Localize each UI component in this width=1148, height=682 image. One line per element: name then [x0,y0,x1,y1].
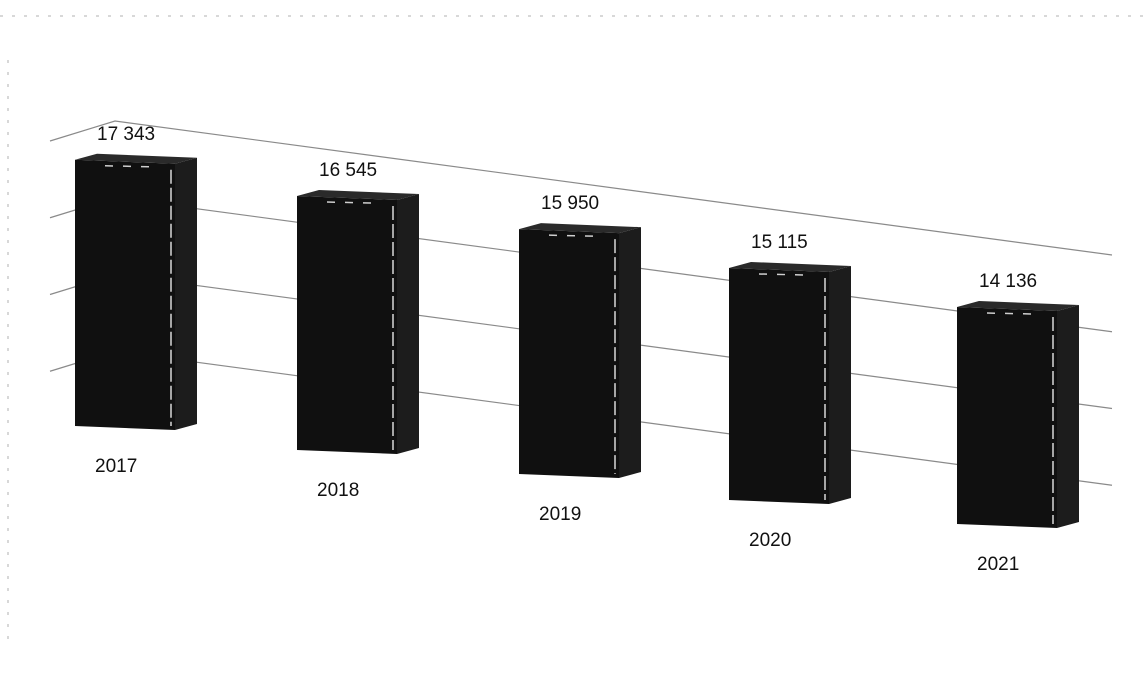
bar-side [1057,305,1079,528]
bar-top-highlight [758,273,805,276]
value-label-2019: 15 950 [541,193,599,214]
bar-top [957,301,1079,312]
value-label-2018: 16 545 [319,160,377,181]
bar-top-highlight [326,201,373,204]
bar-top [729,261,851,272]
bar-side [619,227,641,478]
category-labels: 2017 2018 2019 2020 2021 [95,456,1019,575]
gridline [49,120,1113,256]
bar-top [297,190,419,201]
bar-2018 [297,190,419,455]
category-label-2017: 2017 [95,456,137,477]
category-label-2019: 2019 [539,504,581,525]
value-label-2021: 14 136 [979,271,1037,292]
value-label-2017: 17 343 [97,124,155,145]
category-label-2021: 2021 [977,554,1019,575]
bar-front [75,159,175,430]
bar-top [519,223,641,234]
bar-front [957,307,1057,528]
bar-2017 [75,153,197,430]
bar-top [75,153,197,164]
value-label-2020: 15 115 [751,232,808,253]
bar-2021 [957,301,1079,528]
bar-top-highlight [548,234,595,237]
bar-front [519,229,619,478]
bar-front [729,267,829,504]
category-label-2020: 2020 [749,530,791,551]
bar-top-highlight [986,312,1033,315]
bar-side [829,265,851,504]
bar-side [397,194,419,455]
bar-front [297,196,397,455]
bars [75,153,1079,528]
bar-top-highlight [104,165,151,168]
category-label-2018: 2018 [317,480,359,501]
bar-2019 [519,223,641,478]
bar-2020 [729,261,851,504]
scan-noise [0,15,1148,640]
bar-side [175,157,197,430]
value-labels: 17 343 16 545 15 950 15 115 14 136 [97,124,1037,292]
